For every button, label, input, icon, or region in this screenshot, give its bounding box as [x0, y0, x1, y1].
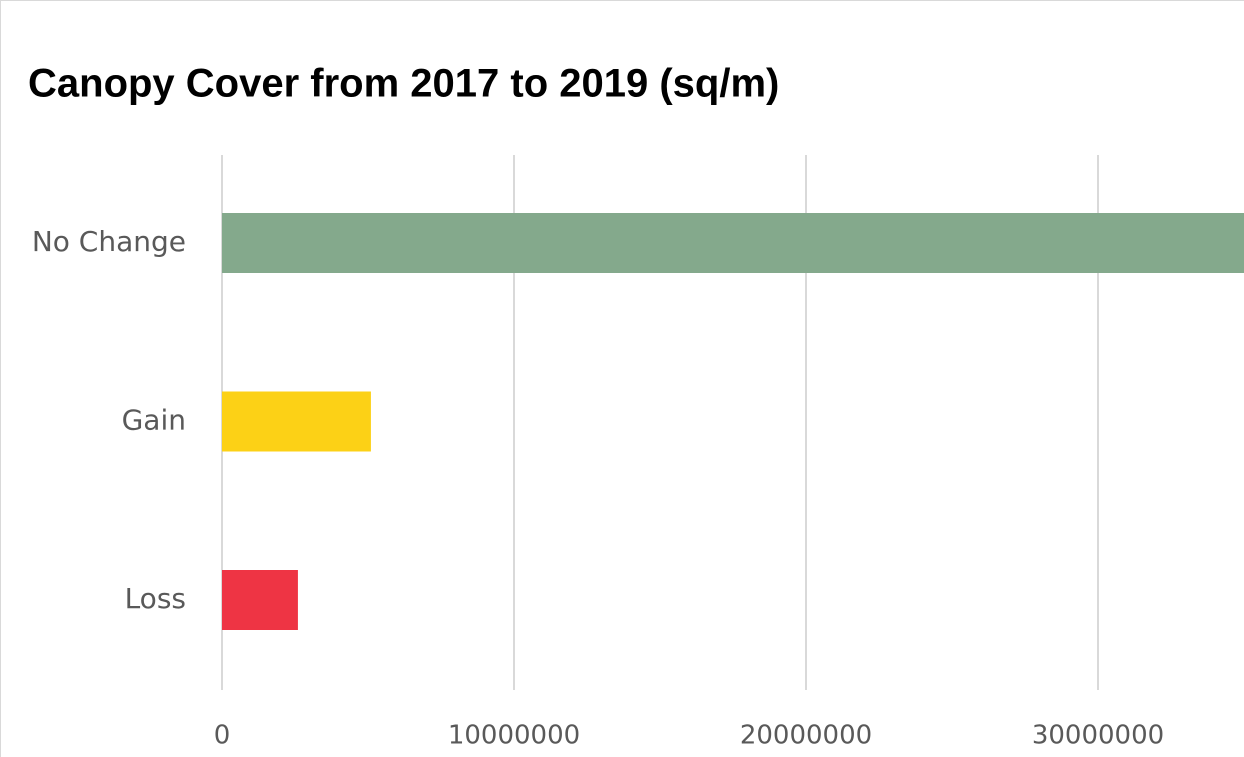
- x-tick-label: 20000000: [740, 721, 872, 751]
- y-tick-label: Loss: [125, 582, 186, 615]
- bar: [222, 570, 298, 630]
- bar: [222, 213, 1244, 273]
- bar: [222, 391, 371, 452]
- y-tick-label: No Change: [32, 225, 186, 258]
- x-tick-label: 30000000: [1032, 721, 1164, 751]
- chart-title: Canopy Cover from 2017 to 2019 (sq/m): [28, 62, 779, 106]
- x-tick-label: 0: [214, 721, 231, 751]
- x-tick-label: 10000000: [448, 721, 580, 751]
- y-tick-label: Gain: [122, 404, 186, 437]
